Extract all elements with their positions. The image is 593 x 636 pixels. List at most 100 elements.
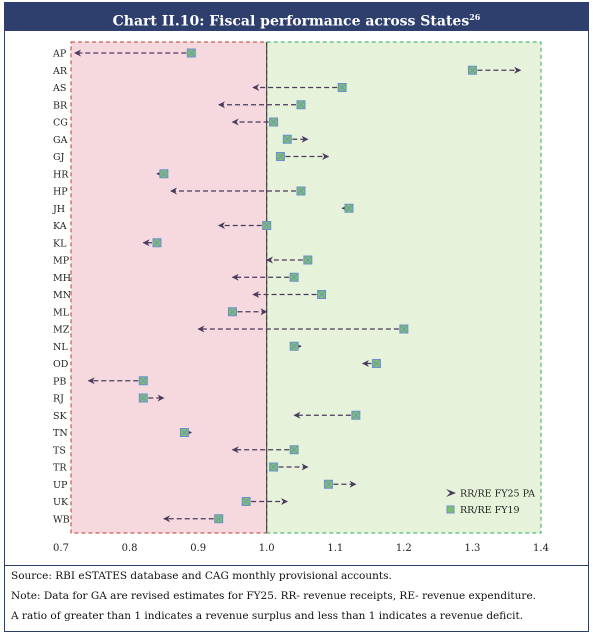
fy19-marker-cross <box>297 101 305 109</box>
fy19-marker-cross <box>229 308 236 316</box>
state-row-mp <box>266 255 313 265</box>
fy19-marker-cross <box>373 360 380 367</box>
fy19-marker-cross <box>263 222 270 229</box>
state-row-ar <box>467 65 522 75</box>
y-tick-label: BR <box>53 100 68 111</box>
y-tick-label: AR <box>52 66 68 77</box>
y-tick-label: AP <box>52 49 67 60</box>
x-tick-label: 0.8 <box>122 543 138 554</box>
state-row-od <box>362 359 381 368</box>
fy19-marker-cross <box>153 239 161 247</box>
ratio-note: A ratio of greater than 1 indicates a re… <box>11 610 524 622</box>
y-tick-label: AS <box>52 83 66 94</box>
legend-label-fy19: RR/RE FY19 <box>460 505 520 516</box>
y-tick-label: KL <box>53 238 67 249</box>
y-tick-label: ML <box>53 307 70 318</box>
x-tick-label: 1.3 <box>464 543 480 554</box>
y-tick-label: HR <box>53 169 69 180</box>
y-tick-label: OD <box>53 359 69 370</box>
fy19-marker-cross <box>140 377 147 385</box>
source-note: Source: RBI eSTATES database and CAG mon… <box>11 570 392 582</box>
fy19-marker-cross <box>284 135 291 143</box>
state-row-mn <box>252 290 327 299</box>
state-row-rj <box>138 393 165 403</box>
x-tick-label: 0.9 <box>190 543 206 554</box>
state-row-hp <box>170 186 306 196</box>
state-row-hr <box>156 169 169 179</box>
fy19-marker-cross <box>325 480 332 488</box>
state-row-up <box>323 479 357 489</box>
state-row-ml <box>227 307 268 317</box>
state-row-ga <box>282 134 309 144</box>
chart-title: Chart II.10: Fiscal performance across S… <box>112 13 470 30</box>
state-row-sk <box>293 410 361 420</box>
x-tick-label: 0.7 <box>53 543 69 554</box>
state-row-mh <box>231 272 299 282</box>
fy19-marker-cross <box>469 66 476 74</box>
state-row-br <box>218 100 306 110</box>
fy19-marker-cross <box>242 498 250 505</box>
y-tick-label: JH <box>52 204 65 215</box>
y-tick-label: RJ <box>53 394 64 405</box>
fy19-marker-cross <box>188 49 195 57</box>
deficit-region <box>70 41 268 534</box>
fy19-marker-cross <box>290 446 298 454</box>
y-tick-label: KA <box>53 221 67 232</box>
state-row-pb <box>87 376 148 386</box>
y-tick-label: MZ <box>53 325 70 336</box>
state-row-jh <box>341 203 354 213</box>
chart-frame: Chart II.10: Fiscal performance across S… <box>4 2 589 632</box>
state-row-gj <box>275 152 330 161</box>
y-tick-label: TS <box>53 445 66 456</box>
y-tick-label: TR <box>53 463 67 474</box>
x-tick-label: 1.0 <box>259 543 275 554</box>
state-row-wb <box>163 514 224 524</box>
state-row-kl <box>142 238 162 248</box>
fy19-marker-cross <box>270 463 277 471</box>
y-tick-label: CG <box>53 118 68 129</box>
state-row-as <box>252 83 347 92</box>
fy19-marker-cross <box>304 256 312 264</box>
y-tick-label: MH <box>53 273 71 284</box>
fy19-marker-cross <box>400 325 408 333</box>
y-tick-label: MP <box>53 256 70 267</box>
y-tick-label: TN <box>53 428 68 439</box>
x-tick-label: 1.1 <box>327 543 343 554</box>
y-tick-label: MN <box>53 290 71 301</box>
fy19-marker-cross <box>345 204 353 212</box>
fy19-marker-cross <box>277 153 284 160</box>
y-tick-label: UK <box>53 497 69 508</box>
y-tick-label: UP <box>53 480 68 491</box>
y-tick-label: WB <box>53 514 70 525</box>
y-tick-label: NL <box>53 342 68 353</box>
state-row-uk <box>241 497 288 506</box>
state-row-ap <box>74 48 196 58</box>
state-row-tr <box>269 462 309 472</box>
fy19-marker-cross <box>290 273 298 281</box>
state-row-ts <box>231 445 299 455</box>
fy19-marker-cross <box>338 84 346 91</box>
title-footnote: 26 <box>469 12 481 22</box>
legend-arrow-icon <box>446 489 456 497</box>
fy19-marker-cross <box>318 291 325 298</box>
chart-plot: AP AR AS BR CG GA GJ HR HP JH KA KL MP MH MN ML MZ NL OD PB… <box>52 41 549 554</box>
y-tick-label: PB <box>53 376 66 387</box>
y-tick-label: HP <box>53 187 68 198</box>
state-row-nl <box>289 341 302 351</box>
definition-note: Note: Data for GA are revised estimates … <box>11 590 536 602</box>
fy19-marker-cross <box>140 394 147 402</box>
y-tick-label: GA <box>53 135 68 146</box>
fy19-marker-cross <box>181 429 188 436</box>
fy19-marker-cross <box>270 118 277 126</box>
legend-marker-icon <box>446 505 455 514</box>
x-tick-label: 1.2 <box>396 543 412 554</box>
x-tick-label: 1.4 <box>533 543 549 554</box>
fy19-marker-cross <box>160 170 168 178</box>
legend-label-fy25: RR/RE FY25 PA <box>460 489 535 500</box>
state-row-cg <box>231 117 279 127</box>
fy19-marker-cross <box>352 411 360 419</box>
y-tick-label: SK <box>53 411 68 422</box>
surplus-region <box>266 41 542 534</box>
chart-title-bar: Chart II.10: Fiscal performance across S… <box>5 3 588 31</box>
chart-notes: Source: RBI eSTATES database and CAG mon… <box>5 565 588 626</box>
